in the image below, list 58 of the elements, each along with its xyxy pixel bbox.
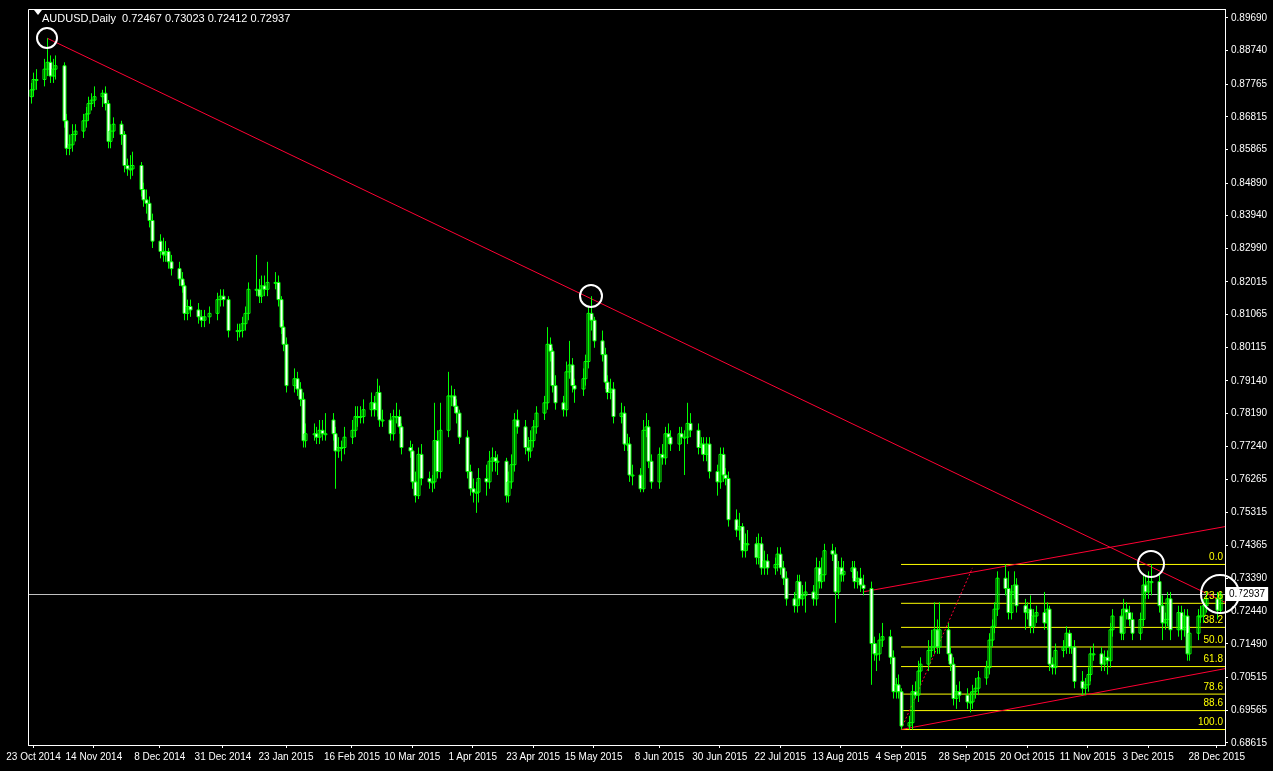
y-tick-label: 0.76265 [1231,473,1268,485]
y-tick-label: 0.89690 [1231,11,1268,23]
y-tick-label: 0.87765 [1231,77,1268,89]
y-tick-label: 0.84890 [1231,176,1268,188]
y-tick-label: 0.72440 [1231,604,1268,616]
y-tick-label: 0.83940 [1231,209,1268,221]
candlestick [976,670,981,696]
x-tick-label: 15 May 2015 [564,750,623,762]
x-tick-label: 28 Dec 2015 [1188,750,1246,762]
x-tick-label: 13 Aug 2015 [812,750,870,762]
y-tick-label: 0.86815 [1231,110,1268,122]
y-tick-label: 0.78190 [1231,407,1268,419]
series-label: 61.8 [1203,653,1224,665]
x-tick-label: 31 Dec 2014 [194,750,252,762]
y-tick-label: 0.82015 [1231,275,1268,287]
x-tick-label: 23 Jan 2015 [258,750,315,762]
y-tick-label: 0.68615 [1231,736,1268,748]
x-tick-label: 23 Oct 2014 [6,750,62,762]
series-label: 88.6 [1203,697,1224,709]
series-label: 50.0 [1203,633,1224,645]
x-tick-label: 30 Jun 2015 [692,750,748,762]
x-tick-label: 16 Feb 2015 [323,750,381,762]
y-tick-label: 0.75315 [1231,506,1268,518]
series-label: 100.0 [1197,716,1224,728]
series-label: 38.2 [1203,614,1224,626]
y-tick-label: 0.70515 [1231,671,1268,683]
y-tick-label: 0.82990 [1231,242,1268,254]
y-tick-label: 0.77240 [1231,439,1268,451]
x-tick-label: 10 Mar 2015 [384,750,441,762]
y-tick-label: 0.80115 [1231,341,1267,352]
y-tick-label: 0.79140 [1231,374,1268,386]
series-label: 78.6 [1203,680,1224,692]
x-tick-label: 4 Sep 2015 [875,750,928,762]
y-tick-label: 0.69565 [1231,703,1268,715]
ref-line-label: 0.72937 [1229,587,1266,599]
candlestick [81,113,86,139]
y-tick-label: 0.85865 [1231,143,1268,155]
y-tick-label: 0.73390 [1231,572,1268,584]
x-tick-label: 22 Jul 2015 [754,750,807,762]
chart-title: AUDUSD,Daily 0.72467 0.73023 0.72412 0.72937 [42,12,291,25]
x-tick-label: 8 Jun 2015 [634,750,685,762]
x-tick-label: 8 Dec 2014 [134,750,186,762]
x-tick-label: 3 Dec 2015 [1122,750,1175,762]
candlestick [1149,563,1154,596]
x-tick-label: 20 Oct 2015 [1000,750,1056,762]
x-tick-label: 1 Apr 2015 [448,750,498,762]
candlestick [336,436,341,459]
x-tick-label: 14 Nov 2014 [65,750,123,762]
series-label: 0.0 [1209,551,1224,563]
x-tick-label: 11 Nov 2015 [1059,750,1117,762]
x-tick-label: 23 Apr 2015 [506,750,561,762]
candlestick [92,85,97,108]
x-tick-label: 28 Sep 2015 [938,750,996,762]
y-tick-label: 0.88740 [1231,44,1268,56]
candlestick [215,292,220,321]
y-tick-label: 0.81065 [1231,308,1268,320]
y-tick-label: 0.71490 [1231,637,1268,649]
y-tick-label: 0.74365 [1231,538,1268,550]
